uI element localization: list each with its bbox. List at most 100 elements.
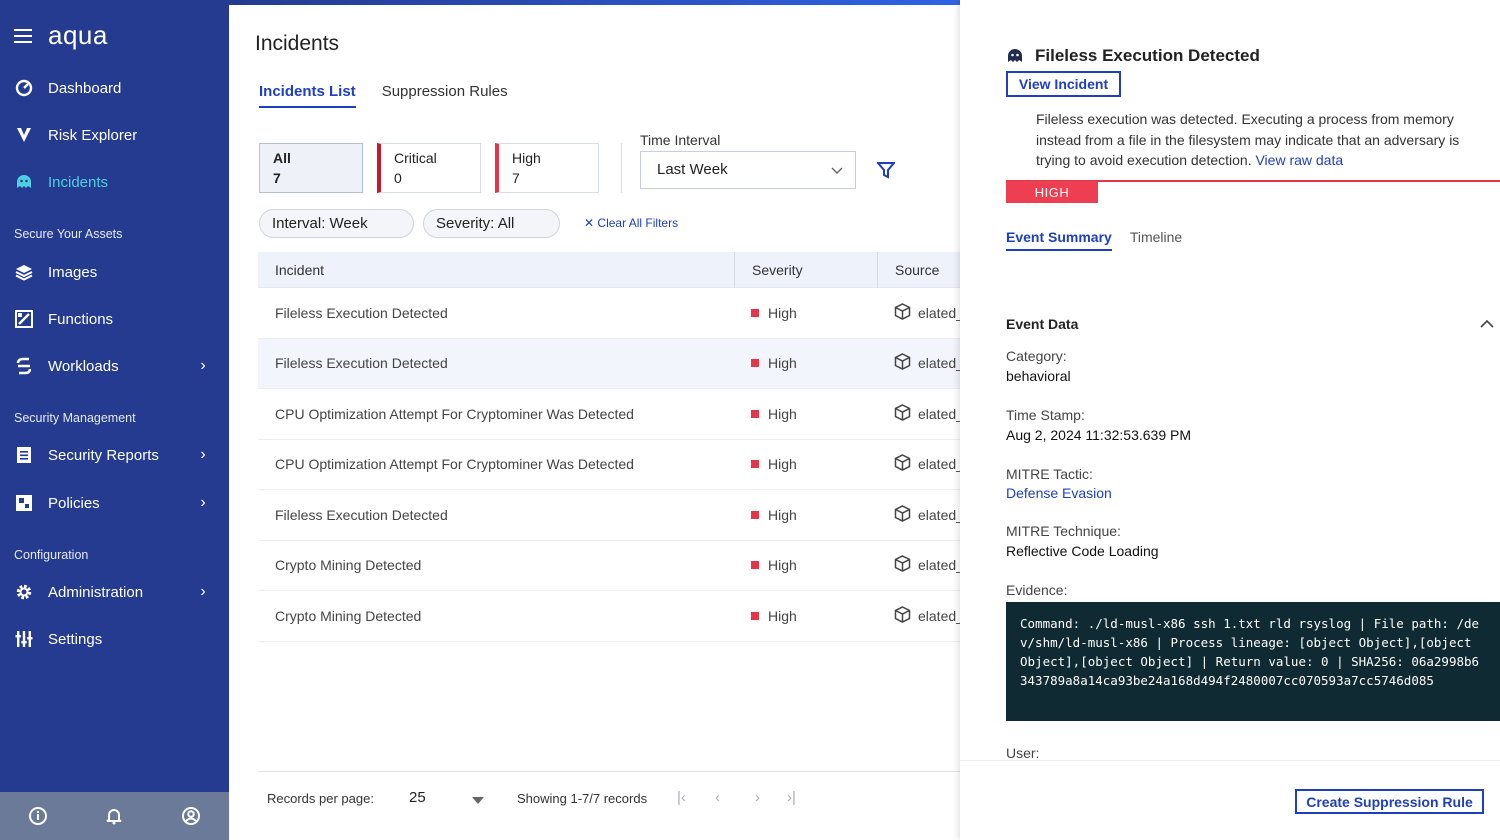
chip-interval[interactable]: Interval: Week <box>259 209 414 238</box>
sidebar-item-functions[interactable]: Functions <box>0 299 229 339</box>
layers-icon <box>14 262 34 282</box>
sidebar-item-dashboard[interactable]: Dashboard <box>0 68 229 108</box>
incidents-octopus-icon <box>14 172 34 192</box>
filter-card-critical[interactable]: Critical 0 <box>377 143 481 193</box>
severity-line <box>1006 180 1500 182</box>
sidebar-item-incidents[interactable]: Incidents <box>0 162 229 202</box>
close-icon: ✕ <box>584 216 595 230</box>
severity-square-icon <box>751 561 759 570</box>
panel-title: Fileless Execution Detected <box>1035 46 1260 65</box>
bell-icon[interactable] <box>104 806 124 826</box>
severity-label: High <box>768 607 797 624</box>
table-row[interactable]: CPU Optimization Attempt For Cryptominer… <box>258 389 960 440</box>
column-header-incident[interactable]: Incident <box>258 252 735 288</box>
source-cell: elated_ <box>878 302 960 323</box>
filter-divider <box>621 143 622 193</box>
severity-label: High <box>768 304 797 321</box>
policies-icon <box>14 493 34 513</box>
chevron-right-icon: › <box>200 357 206 374</box>
create-suppression-rule-button[interactable]: Create Suppression Rule <box>1295 789 1484 814</box>
source-label: elated_ <box>918 355 960 372</box>
tab-incidents-list[interactable]: Incidents List <box>259 83 356 108</box>
chip-severity[interactable]: Severity: All <box>423 209 560 238</box>
time-interval-select[interactable]: Last Week <box>640 151 856 189</box>
first-page-icon[interactable]: |‹ <box>677 789 686 806</box>
sidebar-item-label: Risk Explorer <box>48 126 138 144</box>
sidebar-item-label: Functions <box>48 310 114 328</box>
incident-name: Fileless Execution Detected <box>275 304 448 321</box>
severity-cell: High <box>735 456 878 472</box>
last-page-icon[interactable]: ›| <box>787 789 796 806</box>
page-title: Incidents <box>255 32 340 55</box>
package-cube-icon <box>894 353 911 373</box>
sidebar-item-settings[interactable]: Settings <box>0 619 229 659</box>
severity-square-icon <box>751 409 759 418</box>
incident-detail-panel: Fileless Execution Detected View Inciden… <box>960 0 1500 840</box>
clear-all-filters-link[interactable]: ✕ Clear All Filters <box>584 216 678 230</box>
source-cell: elated_ <box>878 454 960 474</box>
view-incident-button[interactable]: View Incident <box>1006 71 1121 97</box>
incident-name: CPU Optimization Attempt For Cryptominer… <box>275 405 634 422</box>
chevron-right-icon: › <box>200 583 206 600</box>
sidebar-item-risk-explorer[interactable]: Risk Explorer <box>0 115 229 155</box>
prev-page-icon[interactable]: ‹ <box>715 789 720 806</box>
dashboard-gauge-icon <box>14 78 34 98</box>
column-header-severity[interactable]: Severity <box>735 252 878 288</box>
mitre-tactic-link[interactable]: Defense Evasion <box>1006 485 1112 501</box>
info-icon[interactable] <box>28 806 48 826</box>
tab-timeline[interactable]: Timeline <box>1129 229 1183 245</box>
severity-label: High <box>768 355 797 372</box>
panel-tabs: Event Summary Timeline <box>1006 229 1200 251</box>
field-value-category: behavioral <box>1006 368 1071 384</box>
source-label: elated_ <box>918 506 960 523</box>
field-value-timestamp: Aug 2, 2024 11:32:53.639 PM <box>1006 427 1191 443</box>
table-row[interactable]: Fileless Execution Detected High elated_ <box>258 338 960 389</box>
hamburger-menu-icon[interactable] <box>14 28 32 43</box>
tab-event-summary[interactable]: Event Summary <box>1006 229 1112 251</box>
view-raw-data-link[interactable]: View raw data <box>1255 152 1344 168</box>
incidents-table: Incident Severity Source Fileless Execut… <box>258 252 960 642</box>
source-cell: elated_ <box>878 605 960 626</box>
sidebar-item-images[interactable]: Images <box>0 252 229 292</box>
filter-card-label: All <box>273 150 291 166</box>
sidebar-item-security-reports[interactable]: Security Reports › <box>0 435 229 475</box>
severity-badge: HIGH <box>1006 181 1098 203</box>
showing-records: Showing 1-7/7 records <box>517 791 648 806</box>
sliders-icon <box>14 629 34 649</box>
sidebar-item-administration[interactable]: Administration › <box>0 572 229 612</box>
source-label: elated_ <box>918 405 960 422</box>
table-row[interactable]: Fileless Execution Detected High elated_ <box>258 288 960 339</box>
caret-down-icon[interactable] <box>472 792 484 810</box>
table-row[interactable]: Crypto Mining Detected High elated_ <box>258 591 960 642</box>
chevron-down-icon <box>831 163 843 180</box>
sidebar-item-workloads[interactable]: Workloads › <box>0 346 229 386</box>
source-label: elated_ <box>918 304 960 321</box>
source-label: elated_ <box>918 456 960 473</box>
source-cell: elated_ <box>878 555 960 575</box>
filter-card-high[interactable]: High 7 <box>495 143 599 193</box>
field-label-mitre-technique: MITRE Technique: <box>1006 523 1121 539</box>
records-per-page-select[interactable]: 25 <box>409 789 426 806</box>
next-page-icon[interactable]: › <box>755 789 760 806</box>
source-cell: elated_ <box>878 504 960 525</box>
severity-cell: High <box>735 557 878 573</box>
sidebar-item-label: Security Reports <box>48 446 159 464</box>
column-header-source[interactable]: Source <box>895 262 940 278</box>
incident-name: CPU Optimization Attempt For Cryptominer… <box>275 456 634 473</box>
tab-suppression-rules[interactable]: Suppression Rules <box>381 83 508 100</box>
severity-square-icon <box>751 308 759 317</box>
sidebar-bottom-bar <box>0 792 229 840</box>
table-row[interactable]: Fileless Execution Detected High elated_ <box>258 490 960 541</box>
filter-card-all[interactable]: All 7 <box>259 143 363 193</box>
sidebar-item-label: Policies <box>48 494 100 512</box>
filter-funnel-icon[interactable] <box>875 161 897 184</box>
severity-square-icon <box>751 460 759 469</box>
chevron-up-icon[interactable] <box>1480 316 1494 334</box>
severity-square-icon <box>751 611 759 620</box>
table-row[interactable]: Crypto Mining Detected High elated_ <box>258 541 960 591</box>
table-row[interactable]: CPU Optimization Attempt For Cryptominer… <box>258 440 960 490</box>
user-icon[interactable] <box>181 806 201 826</box>
filter-card-count: 7 <box>512 170 520 186</box>
sidebar-item-label: Incidents <box>48 173 109 191</box>
sidebar-item-policies[interactable]: Policies › <box>0 483 229 523</box>
